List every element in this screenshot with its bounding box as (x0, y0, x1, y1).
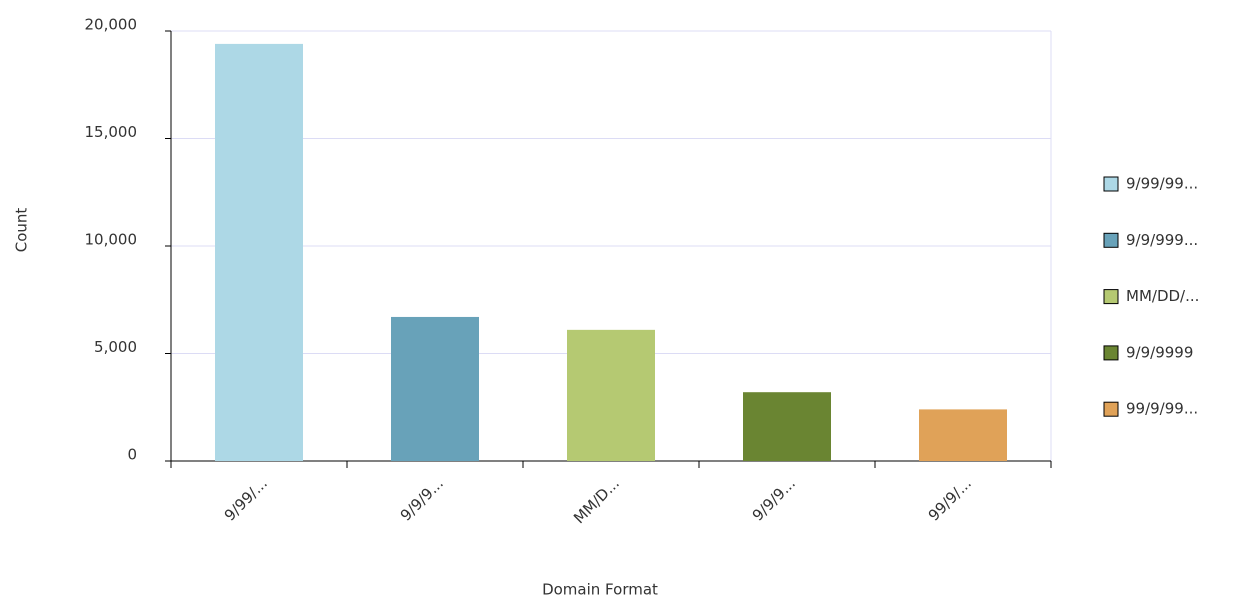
x-tick-label: 99/9/... (925, 474, 975, 524)
y-tick-label: 15,000 (85, 123, 138, 141)
x-tick-label: 9/9/9... (749, 474, 799, 524)
bar (567, 329, 655, 461)
legend-swatch (1103, 232, 1119, 248)
bar (743, 392, 831, 461)
bar (919, 409, 1007, 461)
legend-label: 9/99/99... (1126, 175, 1198, 193)
legend-swatch (1103, 401, 1119, 417)
bar (391, 316, 479, 461)
x-tick-label: MM/D... (570, 474, 623, 527)
y-tick-label: 10,000 (85, 231, 138, 249)
legend-label: 9/9/9999 (1126, 343, 1193, 361)
bar (215, 43, 303, 462)
legend-label: MM/DD/... (1126, 287, 1199, 305)
y-tick-label: 0 (127, 446, 137, 464)
x-tick-label: 9/99/... (221, 474, 271, 524)
y-tick-label: 5,000 (94, 338, 137, 356)
legend-label: 99/9/99... (1126, 400, 1198, 418)
legend-label: 9/9/999... (1126, 231, 1198, 249)
legend-swatch (1103, 289, 1119, 305)
y-tick-label: 20,000 (85, 16, 138, 34)
x-axis-label: Domain Format (542, 581, 658, 599)
y-axis-label: Count (13, 208, 31, 253)
legend-swatch (1103, 176, 1119, 192)
legend-swatch (1103, 345, 1119, 361)
x-tick-label: 9/9/9... (397, 474, 447, 524)
